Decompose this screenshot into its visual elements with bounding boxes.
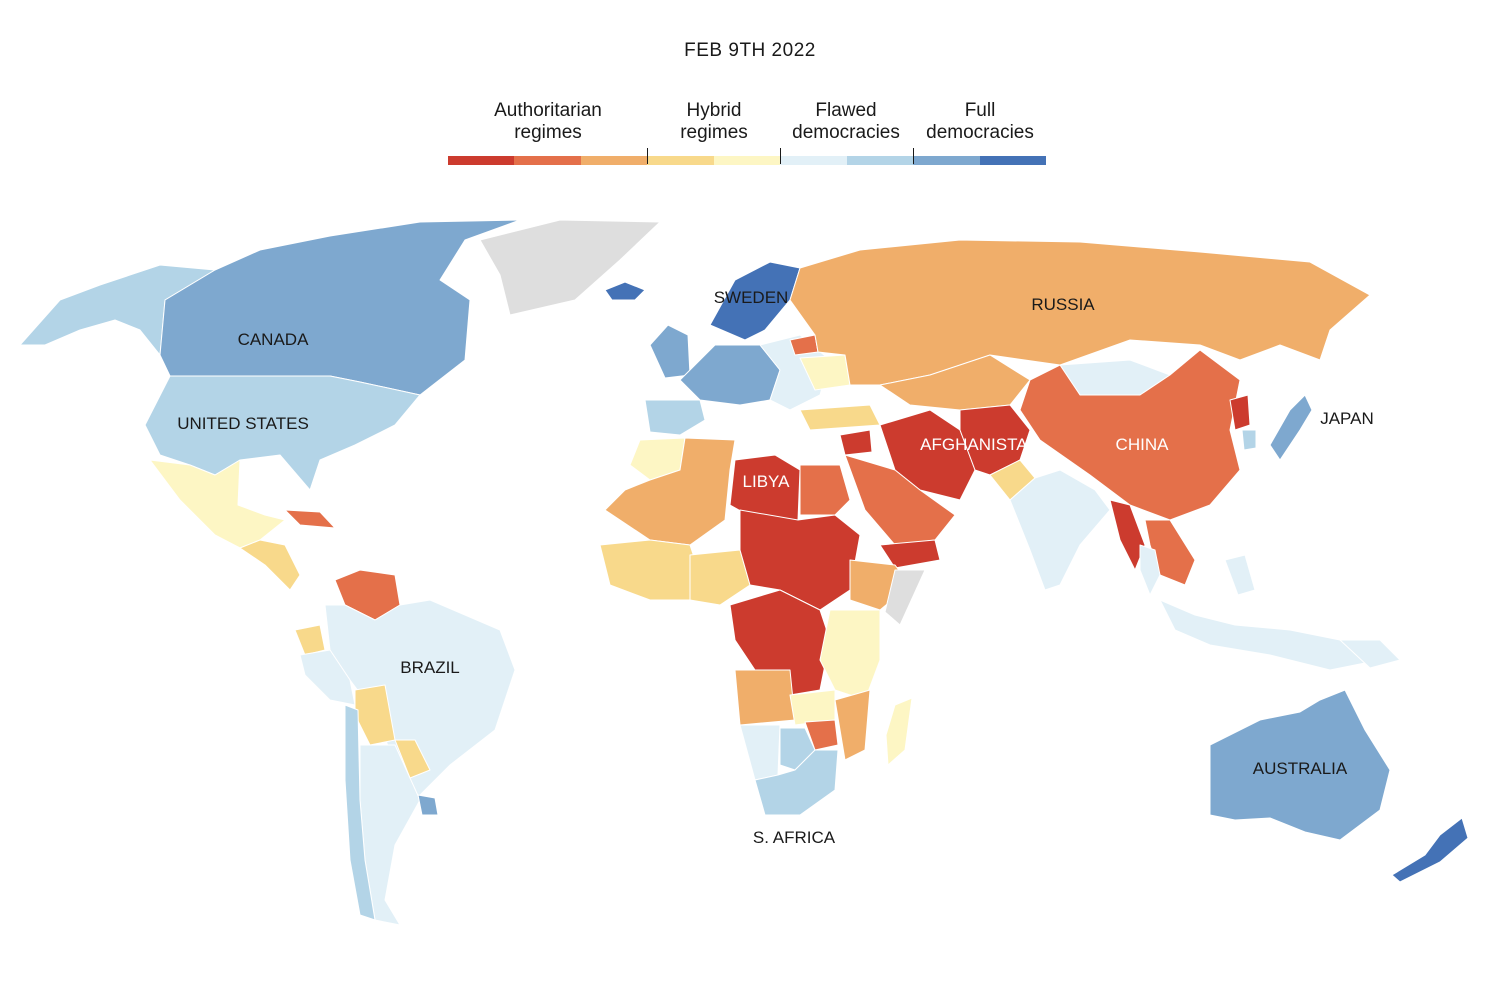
country-australia[interactable]	[1209, 689, 1391, 841]
map-label-japan: JAPAN	[1320, 409, 1374, 428]
country-namibia[interactable]	[739, 724, 781, 781]
country-ecuador[interactable]	[294, 624, 326, 656]
country-mozambique[interactable]	[834, 689, 871, 761]
country-saudi-arabia[interactable]	[844, 454, 956, 546]
country-western-europe[interactable]	[679, 344, 781, 406]
map-label-sweden: SWEDEN	[714, 288, 789, 307]
map-date-title: FEB 9TH 2022	[684, 40, 816, 61]
legend-swatch-auth-2	[514, 156, 581, 165]
country-central-africa[interactable]	[729, 589, 831, 696]
country-russia[interactable]	[789, 239, 1371, 386]
country-madagascar[interactable]	[885, 697, 913, 766]
map-label-united-states: UNITED STATES	[177, 414, 309, 433]
country-iceland[interactable]	[604, 281, 646, 301]
legend-swatch-hybrid-2	[713, 156, 781, 165]
country-japan[interactable]	[1269, 394, 1313, 461]
country-papua-new-guinea[interactable]	[1339, 639, 1401, 669]
country-indochina[interactable]	[1144, 519, 1196, 586]
world-map: CANADA UNITED STATES BRAZIL SWEDEN RUSSI…	[19, 219, 1469, 926]
country-india[interactable]	[1009, 469, 1111, 591]
country-chad-sudan[interactable]	[739, 509, 861, 611]
map-label-brazil: BRAZIL	[400, 658, 460, 677]
legend-swatch-full-1	[913, 156, 980, 165]
country-china[interactable]	[1019, 349, 1241, 521]
country-somalia[interactable]	[884, 569, 926, 626]
legend-swatch-auth-3	[580, 156, 648, 165]
country-angola[interactable]	[734, 669, 796, 726]
country-north-korea[interactable]	[1229, 394, 1251, 431]
legend-label-flawed: Flawed democracies	[792, 100, 900, 143]
country-uk-ireland[interactable]	[649, 324, 691, 379]
legend-divider-tick	[780, 148, 781, 164]
map-label-south-africa: S. AFRICA	[753, 828, 836, 847]
country-chile[interactable]	[344, 704, 376, 921]
country-uruguay[interactable]	[417, 794, 439, 816]
country-egypt[interactable]	[799, 464, 851, 516]
legend-swatch-hybrid-1	[647, 156, 714, 165]
country-south-korea[interactable]	[1241, 429, 1257, 451]
democracy-index-legend: Authoritarian regimes Hybrid regimes Fla…	[448, 100, 1046, 170]
country-indonesia[interactable]	[1159, 599, 1381, 671]
legend-swatch-auth-1	[448, 156, 515, 165]
legend-divider-tick	[913, 148, 914, 164]
legend-label-authoritarian: Authoritarian regimes	[494, 100, 602, 143]
country-greenland[interactable]	[479, 219, 661, 316]
country-zambia[interactable]	[789, 689, 836, 726]
country-united-states[interactable]	[144, 375, 421, 491]
country-iberia[interactable]	[644, 399, 706, 436]
country-west-africa[interactable]	[599, 539, 701, 601]
map-label-china: CHINA	[1116, 435, 1170, 454]
country-nigeria-region[interactable]	[689, 549, 751, 606]
map-label-libya: LIBYA	[743, 472, 791, 491]
legend-swatch-flawed-2	[846, 156, 914, 165]
country-east-africa[interactable]	[819, 609, 881, 701]
legend-label-hybrid: Hybrid regimes	[680, 100, 748, 143]
legend-color-bar	[448, 156, 1046, 165]
country-thailand[interactable]	[1139, 544, 1161, 596]
map-label-afghanistan: AFGHANISTAN	[920, 435, 1040, 454]
country-central-america[interactable]	[239, 539, 301, 591]
country-mexico[interactable]	[149, 459, 286, 549]
country-turkey[interactable]	[799, 404, 881, 431]
legend-swatch-flawed-1	[780, 156, 847, 165]
legend-label-full: Full democracies	[926, 100, 1034, 143]
map-label-russia: RUSSIA	[1031, 295, 1095, 314]
map-label-canada: CANADA	[238, 330, 310, 349]
country-canada[interactable]	[159, 219, 521, 396]
country-zimbabwe[interactable]	[804, 719, 839, 751]
legend-swatch-full-2	[979, 156, 1046, 165]
country-new-zealand[interactable]	[1391, 817, 1469, 883]
country-yemen[interactable]	[879, 539, 941, 569]
map-label-australia: AUSTRALIA	[1253, 759, 1348, 778]
country-cuba[interactable]	[284, 509, 336, 529]
country-syria[interactable]	[839, 429, 873, 456]
country-philippines[interactable]	[1224, 554, 1256, 596]
country-kazakhstan[interactable]	[879, 354, 1031, 411]
country-paraguay[interactable]	[394, 739, 431, 779]
country-south-africa[interactable]	[754, 749, 839, 816]
country-algeria-region[interactable]	[604, 437, 736, 546]
legend-divider-tick	[647, 148, 648, 164]
